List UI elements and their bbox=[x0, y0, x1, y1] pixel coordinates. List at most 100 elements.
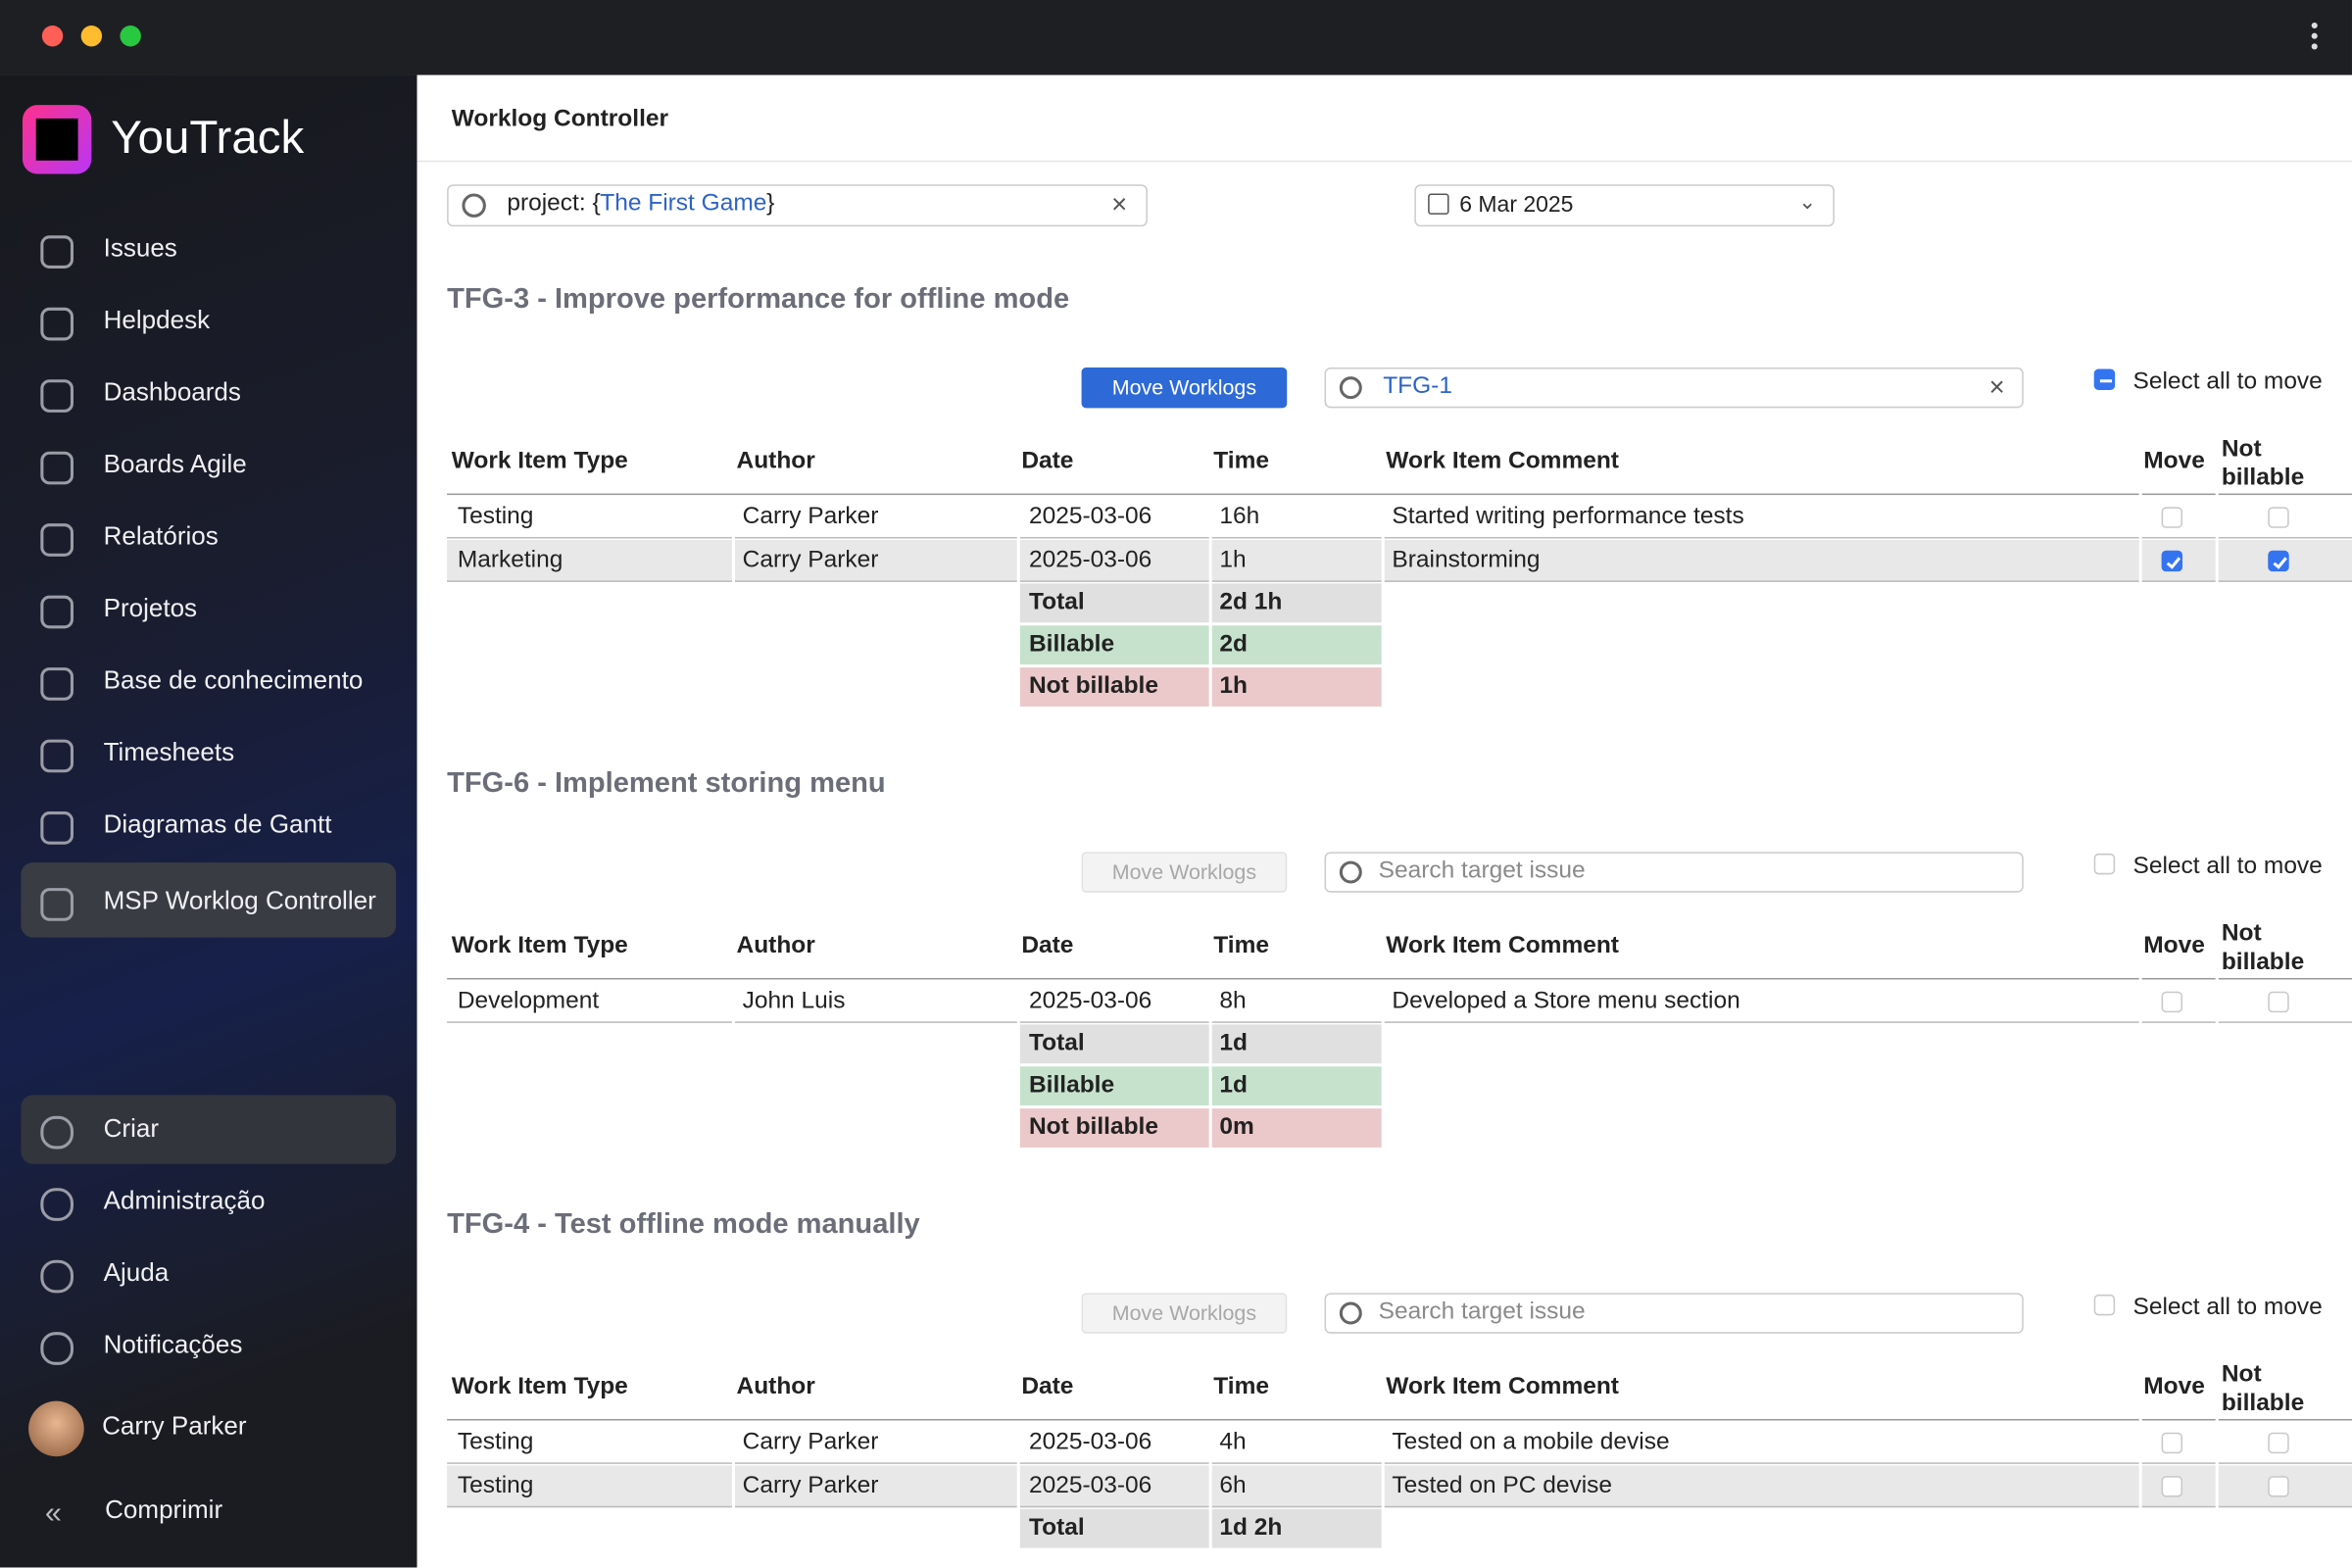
nav-icon bbox=[40, 739, 74, 773]
select-all-box[interactable] bbox=[2093, 1294, 2116, 1316]
not-billable-checkbox[interactable] bbox=[2268, 991, 2289, 1013]
move-checkbox[interactable] bbox=[2161, 1432, 2183, 1454]
column-header: Work Item Type bbox=[451, 1374, 628, 1400]
nav-active[interactable] bbox=[21, 862, 397, 938]
total-label: Billable bbox=[1028, 1072, 1115, 1099]
row-cell-bg bbox=[734, 981, 1017, 1023]
header-rule bbox=[2141, 493, 2216, 496]
header-border bbox=[416, 160, 2352, 163]
chevron: ⌄ bbox=[1798, 188, 1817, 214]
cell: 2025-03-06 bbox=[1028, 988, 1152, 1014]
move-button[interactable] bbox=[1081, 367, 1288, 409]
column-header: Work Item Comment bbox=[1386, 1374, 1619, 1400]
target-placeholder: Search target issue bbox=[1378, 1298, 1586, 1325]
target-placeholder: Search target issue bbox=[1378, 858, 1586, 884]
nav-item[interactable]: MSP Worklog Controller bbox=[103, 886, 376, 915]
nav-item[interactable]: Projetos bbox=[103, 594, 198, 623]
target-value: TFG-1 bbox=[1383, 373, 1452, 400]
collapse[interactable]: Comprimir bbox=[105, 1495, 223, 1525]
move-button-label[interactable]: Move Worklogs bbox=[1111, 859, 1257, 884]
total-value: 2d 1h bbox=[1219, 589, 1283, 615]
nav-item[interactable]: Issues bbox=[103, 233, 177, 263]
section-title: TFG-4 - Test offline mode manually bbox=[447, 1208, 920, 1241]
total-value-bg bbox=[1211, 583, 1382, 623]
nav-item[interactable]: Diagramas de Gantt bbox=[103, 809, 332, 839]
cell: 2025-03-06 bbox=[1028, 504, 1152, 530]
select-all-box[interactable] bbox=[2093, 368, 2116, 390]
column-header: Date bbox=[1021, 1374, 1074, 1400]
column-header: Work Item Comment bbox=[1386, 448, 1619, 474]
calendar-icon bbox=[1428, 193, 1449, 215]
nav-item[interactable]: Relatórios bbox=[103, 521, 219, 551]
column-header: Not billable bbox=[2221, 1361, 2305, 1416]
cell: Development bbox=[457, 988, 600, 1014]
target-search[interactable] bbox=[1324, 1293, 2024, 1334]
row-cell-bg bbox=[1384, 1465, 2139, 1508]
header-rule bbox=[447, 1418, 2139, 1421]
row-cell-bg bbox=[1384, 540, 2139, 582]
cell: 2025-03-06 bbox=[1028, 547, 1152, 573]
cell: Brainstorming bbox=[1392, 547, 1541, 573]
nav-item[interactable]: Administração bbox=[103, 1186, 266, 1215]
not-billable-checkbox[interactable] bbox=[2268, 550, 2289, 572]
total-value: 1h bbox=[1219, 673, 1248, 700]
row-cell-bg bbox=[1211, 496, 1382, 539]
select-all[interactable]: Select all to move bbox=[2132, 368, 2323, 395]
select-all[interactable]: Select all to move bbox=[2132, 853, 2323, 879]
nav-icon bbox=[40, 523, 74, 557]
user-name[interactable]: Carry Parker bbox=[102, 1411, 247, 1441]
cell: 16h bbox=[1219, 504, 1260, 530]
total-value-bg bbox=[1211, 625, 1382, 665]
move-checkbox[interactable] bbox=[2161, 1476, 2183, 1497]
move-checkbox[interactable] bbox=[2161, 507, 2183, 528]
row-cell-bg bbox=[734, 540, 1017, 582]
create-bg[interactable] bbox=[21, 1095, 397, 1164]
move-checkbox[interactable] bbox=[2161, 991, 2183, 1013]
nav-item[interactable]: Timesheets bbox=[103, 738, 235, 767]
select-all[interactable]: Select all to move bbox=[2132, 1294, 2323, 1320]
move-button[interactable] bbox=[1081, 1293, 1288, 1334]
cell: Carry Parker bbox=[742, 1473, 879, 1499]
sidebar bbox=[0, 74, 417, 1568]
clear[interactable]: × bbox=[1111, 188, 1128, 220]
nav-item[interactable]: Base de conhecimento bbox=[103, 665, 364, 695]
total-label: Billable bbox=[1028, 631, 1115, 658]
not-billable-checkbox[interactable] bbox=[2268, 507, 2289, 528]
total-label-bg bbox=[1019, 1508, 1209, 1548]
brand: YouTrack bbox=[111, 111, 305, 164]
move-button[interactable] bbox=[1081, 852, 1288, 893]
not-billable-checkbox[interactable] bbox=[2268, 1476, 2289, 1497]
move-button-label[interactable]: Move Worklogs bbox=[1111, 374, 1257, 400]
nav-item[interactable]: Helpdesk bbox=[103, 306, 211, 335]
nav-item[interactable]: Notificações bbox=[103, 1330, 243, 1359]
move-button-label[interactable]: Move Worklogs bbox=[1111, 1300, 1257, 1325]
header-rule bbox=[2141, 977, 2216, 980]
cell: 6h bbox=[1219, 1473, 1247, 1499]
total-value-bg bbox=[1211, 1108, 1382, 1148]
header-rule bbox=[2218, 1418, 2352, 1421]
not-billable-checkbox[interactable] bbox=[2268, 1432, 2289, 1454]
select-all-box[interactable] bbox=[2093, 853, 2116, 875]
column-header: Date bbox=[1021, 448, 1074, 474]
nav-icon bbox=[40, 1115, 74, 1150]
date-box[interactable] bbox=[1414, 184, 1835, 227]
column-header: Work Item Type bbox=[451, 933, 628, 959]
nav-item[interactable]: Criar bbox=[103, 1114, 160, 1144]
target-search[interactable] bbox=[1324, 367, 2024, 409]
total-label: Total bbox=[1028, 589, 1085, 615]
clear[interactable]: × bbox=[1988, 371, 2005, 403]
search-box[interactable] bbox=[447, 184, 1148, 227]
move-checkbox[interactable] bbox=[2161, 550, 2183, 572]
avatar bbox=[28, 1400, 84, 1457]
query-project: The First Game bbox=[600, 190, 767, 217]
cell: Marketing bbox=[457, 547, 564, 573]
nav-item[interactable]: Boards Agile bbox=[103, 450, 247, 479]
nav-item[interactable]: Ajuda bbox=[103, 1258, 170, 1288]
nav-icon bbox=[40, 235, 74, 269]
row-cell-bg bbox=[734, 1465, 1017, 1508]
nav-item[interactable]: Dashboards bbox=[103, 377, 241, 407]
total-value-bg bbox=[1211, 667, 1382, 707]
header-rule bbox=[447, 493, 2139, 496]
page-title: Worklog Controller bbox=[451, 106, 669, 132]
target-search[interactable] bbox=[1324, 852, 2024, 893]
